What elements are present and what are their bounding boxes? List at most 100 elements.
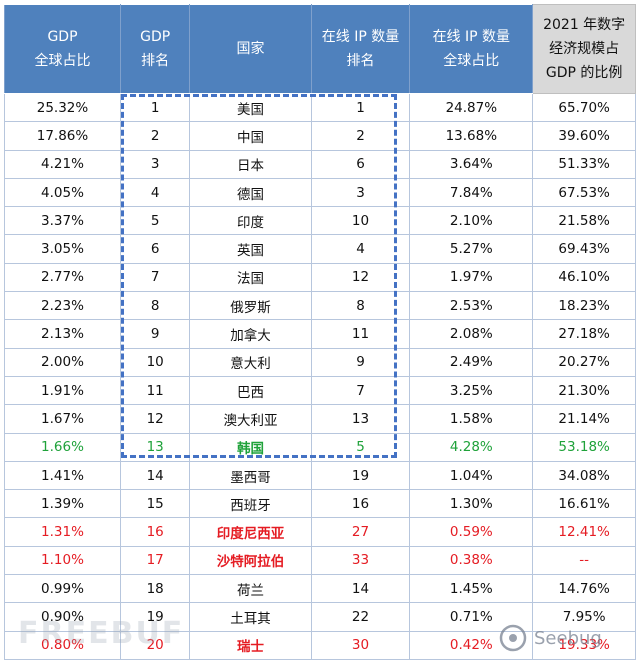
header-label-line: 全球占比: [34, 53, 91, 69]
ip-share-cell: 0.38%: [409, 545, 534, 576]
gdp-rank-cell: 5: [119, 206, 191, 236]
header-label-line: GDP: [140, 29, 171, 45]
ip-rank-cell: 9: [310, 347, 411, 377]
gdp-share-cell: 3.05%: [4, 234, 121, 264]
table-row: 0.99% 18 荷兰 14 1.45% 14.76%: [4, 574, 636, 604]
ip-share-cell: 1.97%: [409, 262, 534, 293]
gdp-share-cell: 1.66%: [4, 432, 121, 462]
ip-share-cell: 1.04%: [409, 460, 534, 491]
ip-share-header: 在线 IP 数量 全球占比: [409, 4, 534, 94]
country-cell: 韩国: [189, 432, 312, 462]
country-cell: 意大利: [189, 347, 312, 377]
ip-rank-cell: 5: [310, 432, 411, 462]
gdp-share-cell: 4.21%: [4, 149, 121, 179]
gdp-rank-cell: 8: [119, 291, 191, 321]
digital-economy-cell: 21.14%: [532, 404, 636, 434]
gdp-share-cell: 4.05%: [4, 177, 121, 208]
gdp-share-cell: 1.91%: [4, 375, 121, 406]
country-cell: 英国: [189, 234, 312, 264]
digital-economy-cell: 14.76%: [532, 574, 636, 604]
gdp-rank-cell: 2: [119, 121, 191, 151]
country-cell: 印度: [189, 206, 312, 236]
gdp-rank-cell: 7: [119, 262, 191, 293]
gdp-ip-table: GDP 全球占比 GDP 排名 国家 在线 IP 数量 排名 在线 IP 数量 全球占比 2021…: [4, 4, 636, 660]
ip-rank-cell: 30: [310, 630, 411, 660]
table-row: 1.66% 13 韩国 5 4.28% 53.18%: [4, 432, 636, 462]
country-cell: 印度尼西亚: [189, 517, 312, 547]
gdp-rank-cell: 18: [119, 574, 191, 604]
ip-share-cell: 0.59%: [409, 517, 534, 547]
ip-share-cell: 4.28%: [409, 432, 534, 462]
table-row: 1.10% 17 沙特阿拉伯 33 0.38% --: [4, 545, 636, 576]
table-row: 1.39% 15 西班牙 16 1.30% 16.61%: [4, 489, 636, 519]
ip-rank-cell: 4: [310, 234, 411, 264]
ip-share-cell: 1.58%: [409, 404, 534, 434]
gdp-rank-cell: 20: [119, 630, 191, 660]
digital-economy-cell: 18.23%: [532, 291, 636, 321]
header-label-line: GDP: [47, 29, 78, 45]
gdp-share-header: GDP 全球占比: [4, 4, 121, 94]
gdp-rank-cell: 19: [119, 602, 191, 632]
header-label-line: 排名: [346, 53, 375, 69]
country-cell: 俄罗斯: [189, 291, 312, 321]
gdp-rank-cell: 10: [119, 347, 191, 377]
ip-share-cell: 0.42%: [409, 630, 534, 660]
gdp-share-cell: 2.13%: [4, 319, 121, 349]
digital-economy-cell: 67.53%: [532, 177, 636, 208]
ip-share-cell: 3.25%: [409, 375, 534, 406]
digital-economy-cell: 21.30%: [532, 375, 636, 406]
digital-economy-cell: 7.95%: [532, 602, 636, 632]
ip-share-cell: 2.10%: [409, 206, 534, 236]
country-cell: 中国: [189, 121, 312, 151]
country-cell: 德国: [189, 177, 312, 208]
table-row: 17.86% 2 中国 2 13.68% 39.60%: [4, 121, 636, 151]
country-cell: 澳大利亚: [189, 404, 312, 434]
gdp-share-cell: 2.77%: [4, 262, 121, 293]
ip-rank-cell: 1: [310, 92, 411, 123]
table-row: 1.67% 12 澳大利亚 13 1.58% 21.14%: [4, 404, 636, 434]
table-container: GDP 全球占比 GDP 排名 国家 在线 IP 数量 排名 在线 IP 数量 全球占比 2021…: [4, 4, 636, 660]
header-label-line: 经济规模占: [549, 41, 620, 57]
digital-economy-cell: 16.61%: [532, 489, 636, 519]
gdp-share-cell: 17.86%: [4, 121, 121, 151]
digital-economy-cell: 21.58%: [532, 206, 636, 236]
gdp-share-cell: 3.37%: [4, 206, 121, 236]
table-row: 4.05% 4 德国 3 7.84% 67.53%: [4, 177, 636, 208]
table-row: 2.77% 7 法国 12 1.97% 46.10%: [4, 262, 636, 293]
table-row: 4.21% 3 日本 6 3.64% 51.33%: [4, 149, 636, 179]
country-cell: 加拿大: [189, 319, 312, 349]
gdp-share-cell: 1.41%: [4, 460, 121, 491]
ip-share-cell: 2.49%: [409, 347, 534, 377]
digital-economy-cell: 65.70%: [532, 92, 636, 123]
table-body: 25.32% 1 美国 1 24.87% 65.70% 17.86% 2 中国 2 13.68% 39…: [4, 92, 636, 660]
ip-rank-cell: 2: [310, 121, 411, 151]
gdp-rank-cell: 1: [119, 92, 191, 123]
gdp-share-cell: 0.99%: [4, 574, 121, 604]
digital-economy-cell: 39.60%: [532, 121, 636, 151]
digital-economy-cell: 20.27%: [532, 347, 636, 377]
table-row: 3.37% 5 印度 10 2.10% 21.58%: [4, 206, 636, 236]
country-cell: 西班牙: [189, 489, 312, 519]
gdp-rank-cell: 15: [119, 489, 191, 519]
country-cell: 法国: [189, 262, 312, 293]
country-cell: 土耳其: [189, 602, 312, 632]
gdp-rank-cell: 3: [119, 149, 191, 179]
gdp-share-cell: 25.32%: [4, 92, 121, 123]
ip-rank-cell: 16: [310, 489, 411, 519]
digital-economy-cell: 27.18%: [532, 319, 636, 349]
digital-economy-cell: 69.43%: [532, 234, 636, 264]
ip-rank-cell: 19: [310, 460, 411, 491]
digital-economy-cell: --: [532, 545, 636, 576]
ip-rank-cell: 33: [310, 545, 411, 576]
ip-share-cell: 24.87%: [409, 92, 534, 123]
table-row: 0.80% 20 瑞士 30 0.42% 19.33%: [4, 630, 636, 660]
table-row: 0.90% 19 土耳其 22 0.71% 7.95%: [4, 602, 636, 632]
country-cell: 巴西: [189, 375, 312, 406]
header-label-line: GDP 的比例: [545, 65, 623, 81]
ip-share-cell: 3.64%: [409, 149, 534, 179]
ip-rank-cell: 13: [310, 404, 411, 434]
gdp-rank-cell: 11: [119, 375, 191, 406]
ip-rank-cell: 10: [310, 206, 411, 236]
ip-share-cell: 5.27%: [409, 234, 534, 264]
gdp-share-cell: 1.10%: [4, 545, 121, 576]
